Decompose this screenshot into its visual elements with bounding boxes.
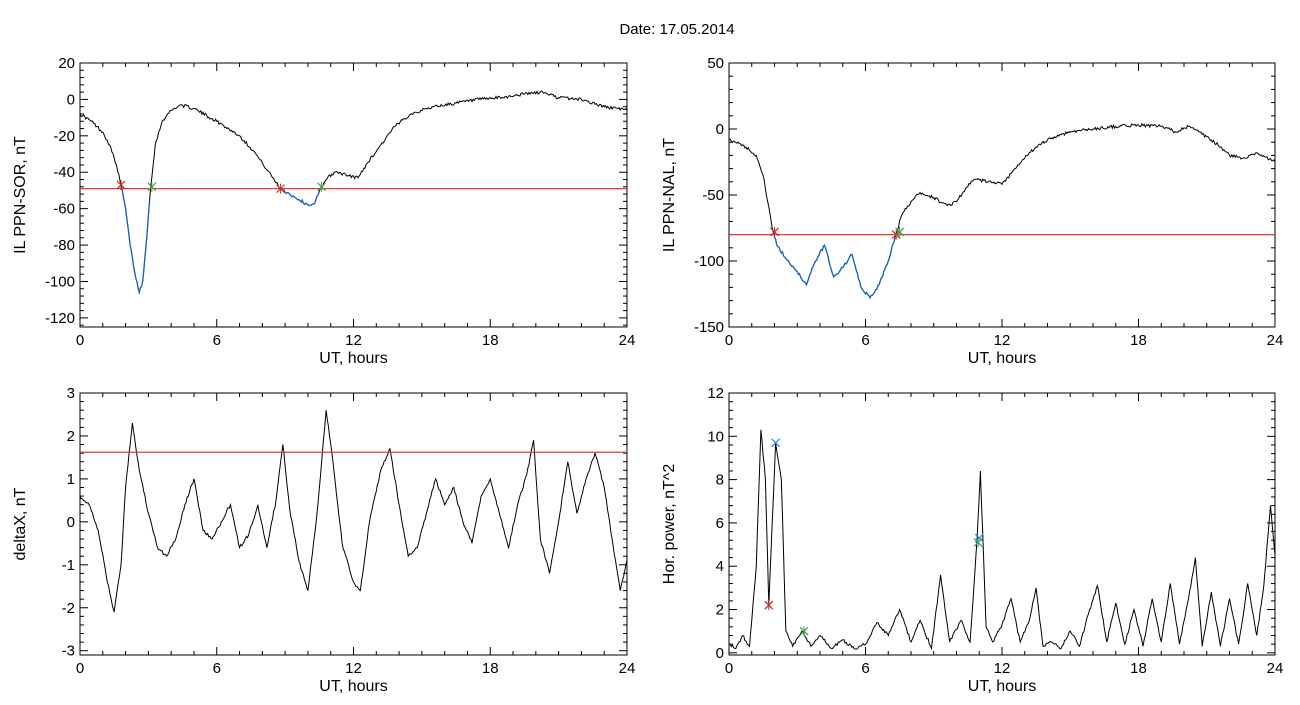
plot-area [729, 122, 1275, 300]
plot-frame [728, 62, 1276, 328]
x-tick-label: 18 [1130, 660, 1147, 677]
y-tick-label: -40 [53, 164, 75, 181]
plot-frame [79, 62, 628, 328]
plot-area [80, 90, 627, 295]
x-tick-label: 0 [725, 332, 733, 349]
x-axis-label: UT, hours [968, 350, 1036, 367]
y-tick-label: 0 [67, 91, 75, 108]
x-tick-label: 12 [994, 332, 1011, 349]
below-threshold-segment [773, 236, 896, 300]
below-threshold-segment [121, 189, 151, 295]
crossing-marker-peak [771, 438, 781, 448]
x-tick-label: 0 [76, 660, 84, 677]
panel-sor: 0 6 12 18 24 -120 -100 -80 -60 -40 -20 0 20 UT, hours… [12, 55, 635, 367]
y-tick-label: -150 [694, 319, 724, 336]
x-tick-label: 12 [345, 660, 362, 677]
y-tick-label: 20 [58, 55, 75, 72]
y-axis-label: deltaX, nT [12, 487, 29, 560]
x-tick-label: 6 [213, 332, 221, 349]
y-tick-label: 0 [716, 121, 724, 138]
y-tick-label: 50 [707, 55, 724, 72]
x-tick-label: 12 [345, 332, 362, 349]
y-tick-label: 6 [716, 515, 724, 532]
y-axis-label: IL PPN-NAL, nT [661, 138, 678, 252]
y-tick-label: -120 [45, 310, 75, 327]
y-tick-label: 3 [67, 385, 75, 402]
x-axis-label: UT, hours [968, 678, 1036, 695]
y-tick-label: 1 [67, 471, 75, 488]
x-tick-label: 18 [482, 332, 499, 349]
plot-frame [79, 392, 628, 656]
x-tick-label: 18 [482, 660, 499, 677]
x-tick-label: 18 [1130, 332, 1147, 349]
x-tick-label: 6 [861, 332, 869, 349]
y-tick-label: 4 [716, 558, 724, 575]
x-axis-label: UT, hours [319, 350, 387, 367]
crossing-marker-peak [974, 533, 984, 543]
y-tick-label: -60 [53, 201, 75, 218]
y-tick-label: -3 [62, 643, 75, 660]
y-tick-label: -80 [53, 237, 75, 254]
x-tick-label: 24 [1267, 332, 1284, 349]
y-tick-label: -20 [53, 128, 75, 145]
below-threshold-segment [280, 188, 320, 207]
x-tick-label: 24 [619, 660, 636, 677]
x-tick-label: 24 [619, 332, 636, 349]
y-axis-label: Hor. power, nT^2 [661, 464, 678, 585]
series-line [729, 429, 1275, 651]
plot-area [729, 429, 1275, 651]
x-tick-label: 6 [213, 660, 221, 677]
panel-nal: 0 6 12 18 24 -150 -100 -50 0 50 UT, hours IL PPN-NA… [661, 55, 1283, 367]
plot-frame [728, 392, 1276, 656]
y-tick-label: -2 [62, 600, 75, 617]
x-tick-label: 0 [76, 332, 84, 349]
x-tick-label: 0 [725, 660, 733, 677]
plot-area [80, 410, 627, 613]
figure-title: Date: 17.05.2014 [619, 21, 734, 38]
y-tick-label: 0 [67, 514, 75, 531]
y-tick-label: 10 [707, 428, 724, 445]
y-tick-label: 2 [67, 428, 75, 445]
y-tick-label: -100 [45, 273, 75, 290]
y-tick-label: -50 [702, 187, 724, 204]
y-tick-label: -100 [694, 253, 724, 270]
x-tick-label: 6 [861, 660, 869, 677]
y-tick-label: 12 [707, 385, 724, 402]
y-tick-label: 8 [716, 472, 724, 489]
x-axis-label: UT, hours [319, 678, 387, 695]
y-tick-label: 2 [716, 602, 724, 619]
x-tick-label: 24 [1267, 660, 1284, 677]
series-line [80, 410, 627, 613]
series-line [80, 90, 627, 295]
x-tick-label: 12 [994, 660, 1011, 677]
y-tick-label: 0 [716, 645, 724, 662]
y-tick-label: -1 [62, 557, 75, 574]
y-axis-label: IL PPN-SOR, nT [12, 136, 29, 254]
